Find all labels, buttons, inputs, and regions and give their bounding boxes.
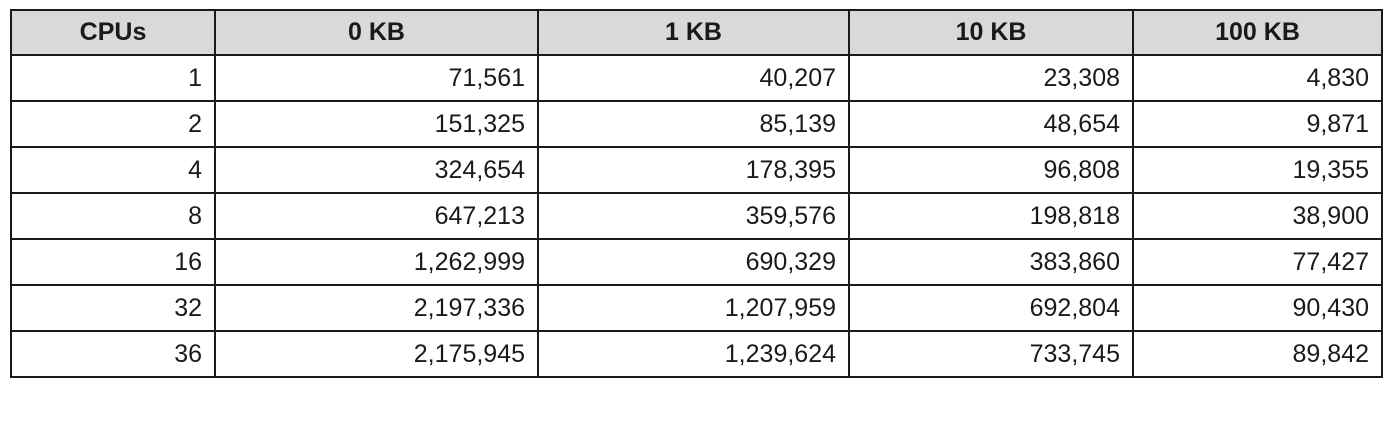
- column-header-100kb: 100 KB: [1132, 9, 1383, 56]
- cell-100kb: 4,830: [1132, 54, 1383, 102]
- cell-1kb: 1,207,959: [537, 284, 850, 332]
- column-header-cpus: CPUs: [10, 9, 216, 56]
- cell-1kb: 359,576: [537, 192, 850, 240]
- table-row: 32 2,197,336 1,207,959 692,804 90,430: [10, 284, 1383, 332]
- cell-cpus: 16: [10, 238, 216, 286]
- data-table-container: CPUs 0 KB 1 KB 10 KB 100 KB 1 71,561 40,…: [10, 9, 1383, 378]
- cell-1kb: 178,395: [537, 146, 850, 194]
- cpu-throughput-table: CPUs 0 KB 1 KB 10 KB 100 KB 1 71,561 40,…: [10, 9, 1383, 378]
- cell-0kb: 1,262,999: [214, 238, 539, 286]
- table-row: 1 71,561 40,207 23,308 4,830: [10, 54, 1383, 102]
- cell-0kb: 324,654: [214, 146, 539, 194]
- table-row: 2 151,325 85,139 48,654 9,871: [10, 100, 1383, 148]
- table-row: 8 647,213 359,576 198,818 38,900: [10, 192, 1383, 240]
- cell-100kb: 19,355: [1132, 146, 1383, 194]
- column-header-0kb: 0 KB: [214, 9, 539, 56]
- cell-100kb: 77,427: [1132, 238, 1383, 286]
- cell-100kb: 90,430: [1132, 284, 1383, 332]
- cell-1kb: 1,239,624: [537, 330, 850, 378]
- cell-cpus: 2: [10, 100, 216, 148]
- cell-10kb: 23,308: [848, 54, 1134, 102]
- cell-1kb: 85,139: [537, 100, 850, 148]
- cell-0kb: 2,175,945: [214, 330, 539, 378]
- cell-10kb: 96,808: [848, 146, 1134, 194]
- table-body: 1 71,561 40,207 23,308 4,830 2 151,325 8…: [10, 54, 1383, 378]
- cell-10kb: 733,745: [848, 330, 1134, 378]
- table-row: 16 1,262,999 690,329 383,860 77,427: [10, 238, 1383, 286]
- header-row: CPUs 0 KB 1 KB 10 KB 100 KB: [10, 9, 1383, 56]
- cell-100kb: 89,842: [1132, 330, 1383, 378]
- cell-10kb: 383,860: [848, 238, 1134, 286]
- cell-cpus: 4: [10, 146, 216, 194]
- cell-0kb: 647,213: [214, 192, 539, 240]
- column-header-10kb: 10 KB: [848, 9, 1134, 56]
- cell-0kb: 71,561: [214, 54, 539, 102]
- cell-cpus: 8: [10, 192, 216, 240]
- cell-10kb: 198,818: [848, 192, 1134, 240]
- cell-0kb: 2,197,336: [214, 284, 539, 332]
- cell-10kb: 692,804: [848, 284, 1134, 332]
- cell-0kb: 151,325: [214, 100, 539, 148]
- cell-10kb: 48,654: [848, 100, 1134, 148]
- column-header-1kb: 1 KB: [537, 9, 850, 56]
- cell-cpus: 1: [10, 54, 216, 102]
- table-row: 4 324,654 178,395 96,808 19,355: [10, 146, 1383, 194]
- cell-cpus: 36: [10, 330, 216, 378]
- cell-1kb: 690,329: [537, 238, 850, 286]
- cell-1kb: 40,207: [537, 54, 850, 102]
- cell-100kb: 9,871: [1132, 100, 1383, 148]
- table-row: 36 2,175,945 1,239,624 733,745 89,842: [10, 330, 1383, 378]
- cell-cpus: 32: [10, 284, 216, 332]
- cell-100kb: 38,900: [1132, 192, 1383, 240]
- table-header: CPUs 0 KB 1 KB 10 KB 100 KB: [10, 9, 1383, 56]
